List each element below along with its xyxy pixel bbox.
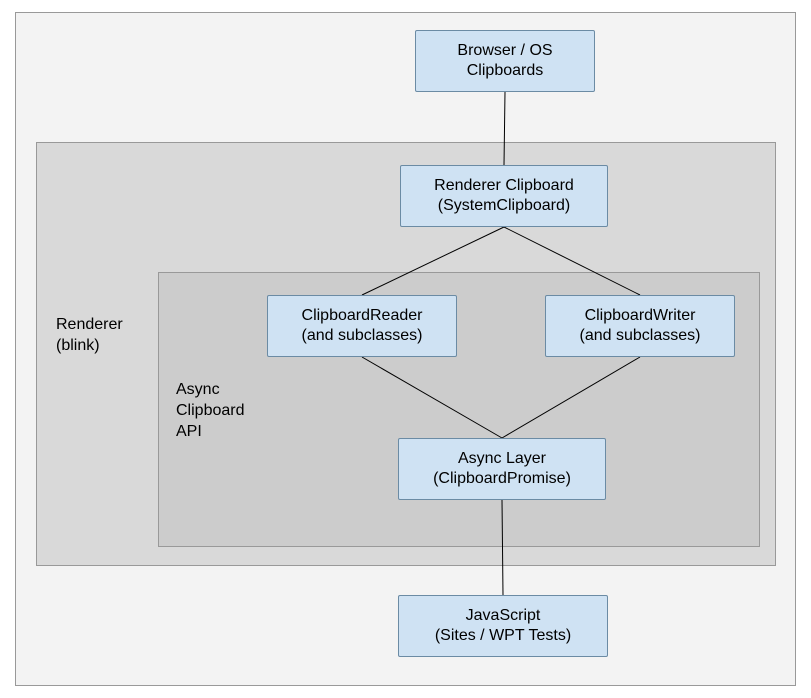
async-label-line2: Clipboard xyxy=(176,401,244,422)
renderer-label-line2: (blink) xyxy=(56,336,123,357)
node-text: (and subclasses) xyxy=(580,326,701,346)
node-text: ClipboardReader xyxy=(302,306,423,326)
renderer-clipboard-node: Renderer Clipboard (SystemClipboard) xyxy=(400,165,608,227)
node-text: Clipboards xyxy=(467,61,543,81)
renderer-region-label: Renderer (blink) xyxy=(56,315,123,357)
node-text: (SystemClipboard) xyxy=(438,196,570,216)
async-region-label: Async Clipboard API xyxy=(176,380,244,442)
browser-os-clipboards-node: Browser / OS Clipboards xyxy=(415,30,595,92)
node-text: (Sites / WPT Tests) xyxy=(435,626,571,646)
node-text: Async Layer xyxy=(458,449,546,469)
async-label-line1: Async xyxy=(176,380,244,401)
async-label-line3: API xyxy=(176,422,244,443)
node-text: (ClipboardPromise) xyxy=(433,469,571,489)
javascript-node: JavaScript (Sites / WPT Tests) xyxy=(398,595,608,657)
async-layer-node: Async Layer (ClipboardPromise) xyxy=(398,438,606,500)
node-text: (and subclasses) xyxy=(302,326,423,346)
clipboard-writer-node: ClipboardWriter (and subclasses) xyxy=(545,295,735,357)
node-text: JavaScript xyxy=(466,606,541,626)
clipboard-reader-node: ClipboardReader (and subclasses) xyxy=(267,295,457,357)
node-text: Renderer Clipboard xyxy=(434,176,574,196)
renderer-label-line1: Renderer xyxy=(56,315,123,336)
diagram-canvas: Renderer (blink) Async Clipboard API Bro… xyxy=(0,0,811,698)
node-text: ClipboardWriter xyxy=(585,306,696,326)
node-text: Browser / OS xyxy=(457,41,552,61)
